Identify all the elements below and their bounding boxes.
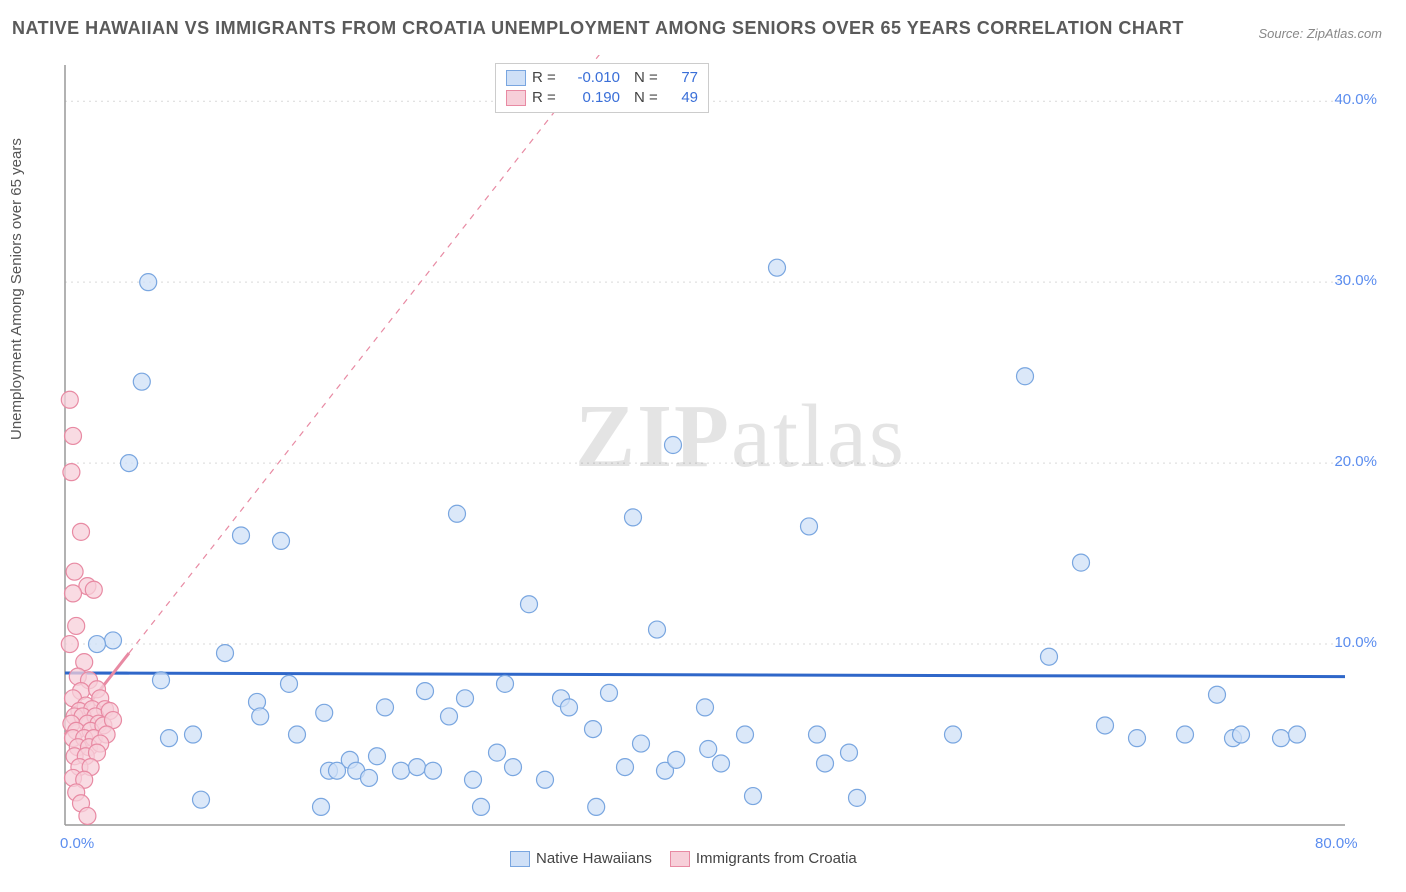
x-tick-label: 80.0%	[1315, 835, 1358, 852]
n-value: 49	[668, 88, 698, 108]
r-value: 0.190	[570, 88, 628, 108]
y-tick-label: 40.0%	[1334, 91, 1377, 108]
series-legend: Native Hawaiians Immigrants from Croatia	[510, 850, 857, 867]
x-tick-label: 0.0%	[60, 835, 94, 852]
chart-title: NATIVE HAWAIIAN VS IMMIGRANTS FROM CROAT…	[12, 18, 1184, 39]
series-legend-label: Native Hawaiians	[536, 850, 652, 867]
legend-swatch	[506, 90, 526, 106]
n-label: N =	[634, 68, 662, 88]
legend-swatch	[670, 851, 690, 867]
correlation-legend-row: R = -0.010 N = 77	[506, 68, 698, 88]
y-axis-label: Unemployment Among Seniors over 65 years	[8, 138, 25, 440]
n-value: 77	[668, 68, 698, 88]
y-tick-label: 10.0%	[1334, 634, 1377, 651]
legend-swatch	[506, 70, 526, 86]
series-legend-item: Immigrants from Croatia	[670, 850, 857, 867]
n-label: N =	[634, 88, 662, 108]
r-value: -0.010	[570, 68, 628, 88]
correlation-legend-row: R = 0.190 N = 49	[506, 88, 698, 108]
series-legend-item: Native Hawaiians	[510, 850, 652, 867]
y-tick-label: 30.0%	[1334, 272, 1377, 289]
source-label: Source: ZipAtlas.com	[1258, 26, 1382, 41]
r-label: R =	[532, 88, 564, 108]
series-legend-label: Immigrants from Croatia	[696, 850, 857, 867]
correlation-legend: R = -0.010 N = 77 R = 0.190 N = 49	[495, 63, 709, 113]
legend-swatch	[510, 851, 530, 867]
r-label: R =	[532, 68, 564, 88]
scatter-chart-svg	[55, 55, 1385, 845]
y-tick-label: 20.0%	[1334, 453, 1377, 470]
chart-area: ZIPatlas R = -0.010N = 77R = 0.190N = 49…	[55, 55, 1385, 845]
